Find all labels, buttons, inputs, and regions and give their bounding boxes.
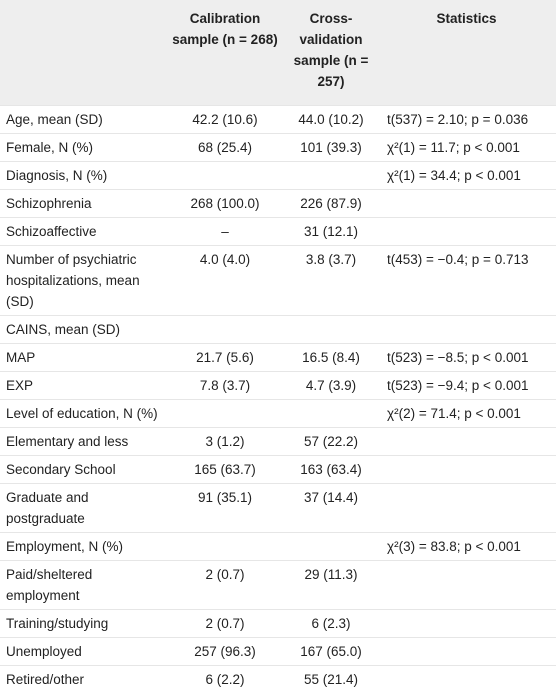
- table-cell: t(523) = −8.5; p < 0.001: [377, 342, 556, 371]
- table-cell: [377, 188, 556, 217]
- table-cell: 31 (12.1): [285, 216, 377, 245]
- row-label: EXP: [0, 370, 165, 399]
- row-label: CAINS, mean (SD): [0, 314, 165, 343]
- table-cell: 4.0 (4.0): [165, 244, 285, 315]
- table-cell: 91 (35.1): [165, 482, 285, 532]
- table-body: Age, mean (SD) 42.2 (10.6) 44.0 (10.2) t(53…: [0, 104, 556, 693]
- table-cell: χ²(2) = 71.4; p < 0.001: [377, 398, 556, 427]
- column-header: Calibration sample (n = 268): [172, 11, 278, 47]
- table-cell: 101 (39.3): [285, 132, 377, 161]
- table-cell: 167 (65.0): [285, 636, 377, 665]
- table-cell: 6 (2.3): [285, 608, 377, 637]
- table-cell: χ²(1) = 11.7; p < 0.001: [377, 132, 556, 161]
- table-cell: [165, 398, 285, 427]
- row-label: Level of education, N (%): [0, 398, 165, 427]
- table-cell: 21.7 (5.6): [165, 342, 285, 371]
- row-label: Schizophrenia: [0, 188, 165, 217]
- table-cell: 55 (21.4): [285, 664, 377, 693]
- table-cell: [377, 636, 556, 665]
- row-label: Schizoaffective: [0, 216, 165, 245]
- row-label: Paid/sheltered employment: [0, 559, 165, 609]
- table-cell: 7.8 (3.7): [165, 370, 285, 399]
- table-cell: [285, 160, 377, 189]
- table-cell: t(523) = −9.4; p < 0.001: [377, 370, 556, 399]
- table-cell: [165, 314, 285, 343]
- table-row: Secondary School 165 (63.7) 163 (63.4): [0, 454, 556, 483]
- row-label: Elementary and less: [0, 426, 165, 455]
- table-cell: 2 (0.7): [165, 608, 285, 637]
- table-cell: 3 (1.2): [165, 426, 285, 455]
- table-cell: χ²(3) = 83.8; p < 0.001: [377, 531, 556, 560]
- column-header: Statistics: [436, 11, 497, 26]
- table-cell: 42.2 (10.6): [165, 104, 285, 133]
- table-cell: 16.5 (8.4): [285, 342, 377, 371]
- table-row: CAINS, mean (SD): [0, 314, 556, 343]
- column-header: Cross-validation sample (n = 257): [293, 11, 369, 89]
- table-cell: 6 (2.2): [165, 664, 285, 693]
- table-cell: 3.8 (3.7): [285, 244, 377, 315]
- table-row: Unemployed 257 (96.3) 167 (65.0): [0, 636, 556, 665]
- table-cell: 4.7 (3.9): [285, 370, 377, 399]
- table-row: Diagnosis, N (%) χ²(1) = 34.4; p < 0.001: [0, 160, 556, 189]
- table-cell: [377, 216, 556, 245]
- row-label: Unemployed: [0, 636, 165, 665]
- table-cell: [377, 314, 556, 343]
- table-cell: [377, 426, 556, 455]
- row-label: Employment, N (%): [0, 531, 165, 560]
- table-cell: 165 (63.7): [165, 454, 285, 483]
- table-row: Paid/sheltered employment 2 (0.7) 29 (11.3…: [0, 559, 556, 609]
- table-cell: 163 (63.4): [285, 454, 377, 483]
- table-cell: t(537) = 2.10; p = 0.036: [377, 104, 556, 133]
- table-row: MAP 21.7 (5.6) 16.5 (8.4) t(523) = −8.5; p …: [0, 342, 556, 371]
- table-cell: 2 (0.7): [165, 559, 285, 609]
- row-label: Graduate and postgraduate: [0, 482, 165, 532]
- table-row: Level of education, N (%) χ²(2) = 71.4; p…: [0, 398, 556, 427]
- table-cell: 37 (14.4): [285, 482, 377, 532]
- table-cell: [165, 160, 285, 189]
- row-label: Secondary School: [0, 454, 165, 483]
- table-cell: [285, 314, 377, 343]
- table-cell: χ²(1) = 34.4; p < 0.001: [377, 160, 556, 189]
- row-label: Female, N (%): [0, 132, 165, 161]
- table-cell: [377, 559, 556, 609]
- table-cell: [377, 664, 556, 693]
- row-label: MAP: [0, 342, 165, 371]
- row-label: Retired/other: [0, 664, 165, 693]
- table-row: Schizoaffective –31 (12.1): [0, 216, 556, 245]
- row-label: Number of psychiatric hospitalizations, …: [0, 244, 165, 315]
- table-row: Number of psychiatric hospitalizations, …: [0, 244, 556, 315]
- table-cell: 226 (87.9): [285, 188, 377, 217]
- table-row: Employment, N (%) χ²(3) = 83.8; p < 0.001: [0, 531, 556, 560]
- table-cell: [285, 531, 377, 560]
- table-header: Calibration sample (n = 268) Cross-valida…: [0, 0, 556, 105]
- table-cell: [165, 531, 285, 560]
- table-row: Training/studying 2 (0.7) 6 (2.3): [0, 608, 556, 637]
- header-row: Calibration sample (n = 268) Cross-valida…: [0, 0, 556, 105]
- table-row: Age, mean (SD) 42.2 (10.6) 44.0 (10.2) t(53…: [0, 104, 556, 133]
- table-row: EXP 7.8 (3.7) 4.7 (3.9) t(523) = −9.4; p < …: [0, 370, 556, 399]
- table-cell: [377, 482, 556, 532]
- table-cell: –: [165, 216, 285, 245]
- table-cell: 57 (22.2): [285, 426, 377, 455]
- table-row: Schizophrenia 268 (100.0) 226 (87.9): [0, 188, 556, 217]
- table-cell: 44.0 (10.2): [285, 104, 377, 133]
- table-cell: 29 (11.3): [285, 559, 377, 609]
- table-cell: [285, 398, 377, 427]
- table-row: Female, N (%) 68 (25.4) 101 (39.3) χ²(1) = …: [0, 132, 556, 161]
- table-cell: 257 (96.3): [165, 636, 285, 665]
- table-cell: 268 (100.0): [165, 188, 285, 217]
- column-header: [0, 0, 165, 105]
- table-row: Retired/other 6 (2.2) 55 (21.4): [0, 664, 556, 693]
- table-cell: [377, 608, 556, 637]
- table-row: Graduate and postgraduate 91 (35.1) 37 (14…: [0, 482, 556, 532]
- table-cell: 68 (25.4): [165, 132, 285, 161]
- row-label: Training/studying: [0, 608, 165, 637]
- table-cell: t(453) = −0.4; p = 0.713: [377, 244, 556, 315]
- table-cell: [377, 454, 556, 483]
- table-row: Elementary and less 3 (1.2) 57 (22.2): [0, 426, 556, 455]
- row-label: Diagnosis, N (%): [0, 160, 165, 189]
- row-label: Age, mean (SD): [0, 104, 165, 133]
